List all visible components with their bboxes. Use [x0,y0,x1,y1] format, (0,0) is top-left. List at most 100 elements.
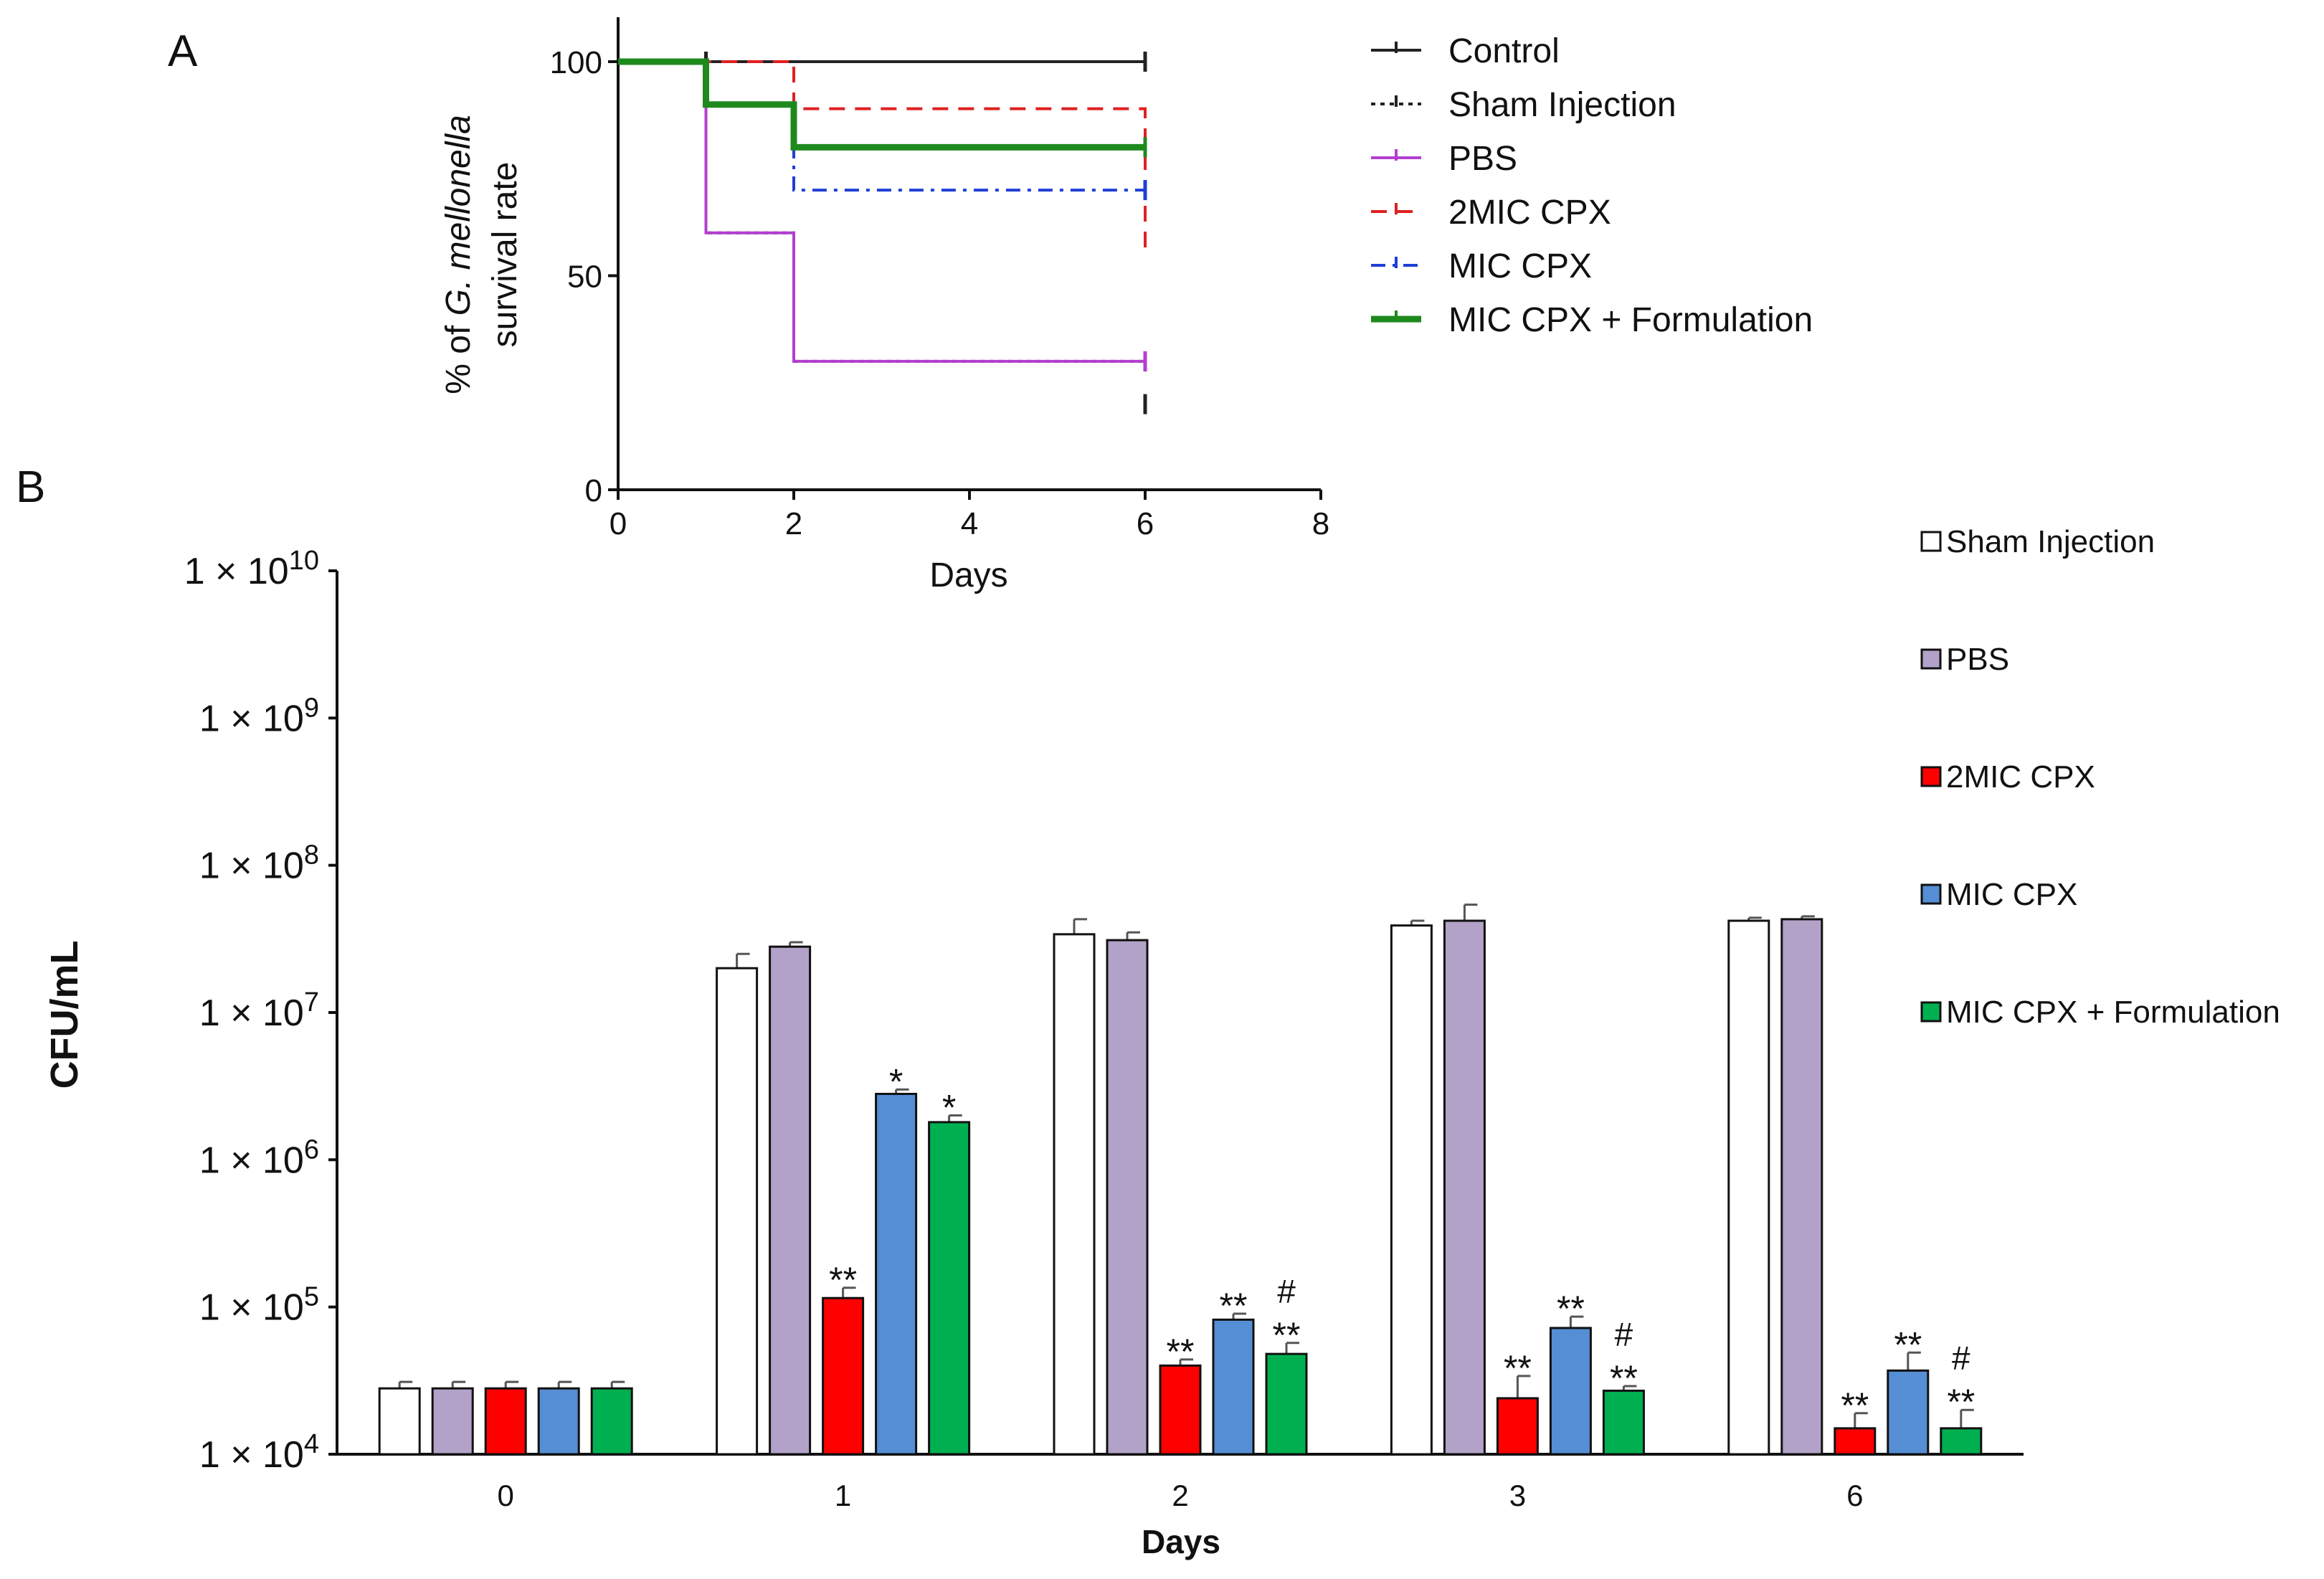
legend-label-pbs: PBS [1448,140,1517,178]
bar-mic-cpx-formulation-day-1 [928,1121,971,1456]
bar-mic-cpx-formulation-day-3 [1602,1389,1645,1456]
cfu-y-axis-label: CFU/mL [43,941,86,1089]
survival-line-mic-cpx [618,60,1145,192]
cfu-y-tick-label: 1 × 1010 [184,546,319,592]
legend-label-sham-injection: Sham Injection [1448,86,1676,124]
cfu-legend: Sham Injection PBS 2MIC CPX MIC CPX MIC CPX … [1920,524,2280,1030]
cfu-y-tick-label: 1 × 109 [199,693,319,739]
cfu-x-axis-label: Days [1142,1523,1220,1560]
legend-label-2mic-cpx: 2MIC CPX [1946,759,2095,795]
legend-label-mic-cpx: MIC CPX [1946,877,2077,912]
bar-mic-cpx-formulation-day-6 [1940,1427,1983,1456]
significance-mark: * [942,1088,956,1128]
survival-y-tick-label: 100 [550,45,602,80]
legend-swatch-2mic-cpx [1920,766,1942,787]
survival-x-tick-label: 8 [1312,506,1329,541]
survival-x-ticks: 0 2 4 6 8 [610,490,1329,541]
bar-pbs-day-2 [1106,939,1149,1456]
bar-2mic-cpx-day-6 [1834,1427,1877,1456]
significance-mark: # [1277,1273,1296,1310]
bar-2mic-cpx-day-2 [1159,1364,1202,1456]
cfu-x-tick-label: 0 [498,1479,514,1512]
cfu-bars: ******** #******#****** #** [378,904,1983,1456]
cfu-y-tick-exponent: 5 [304,1282,319,1312]
cfu-y-tick-label: 1 × 104 [199,1429,319,1476]
survival-y-tick-label: 0 [585,473,602,508]
survival-chart: A 0 50 100 0 2 4 6 8 Days % of G. mellonella s… [168,17,1813,594]
legend-label-mic-cpx-formulation: MIC CPX + Formulation [1448,301,1813,339]
bar-mic-cpx-day-1 [875,1093,918,1456]
bar-mic-cpx-day-0 [537,1387,580,1456]
survival-curves [618,52,1147,414]
legend-label-2mic-cpx: 2MIC CPX [1448,194,1611,232]
bar-mic-cpx-formulation-day-2 [1265,1352,1308,1456]
cfu-x-tick-label: 2 [1172,1479,1188,1512]
survival-y-tick-label: 50 [567,260,602,295]
bar-sham-injection-day-2 [1053,933,1096,1456]
survival-line-pbs [618,60,1145,363]
significance-mark: ** [1557,1289,1585,1329]
bar-2mic-cpx-day-3 [1496,1397,1539,1456]
survival-x-tick-label: 0 [610,506,627,541]
significance-mark: ** [1841,1385,1869,1426]
bar-pbs-day-3 [1443,919,1486,1456]
cfu-y-tick-label: 1 × 105 [199,1282,319,1329]
significance-mark: ** [1610,1358,1638,1398]
bar-mic-cpx-day-3 [1549,1327,1592,1456]
survival-x-axis-label: Days [929,556,1007,594]
survival-legend: Control Sham Injection PBS 2MIC CPX MIC CPX M… [1371,32,1813,339]
legend-swatch-pbs [1920,648,1942,670]
cfu-y-tick-exponent: 9 [304,693,319,723]
significance-mark: ** [1167,1332,1195,1372]
bar-2mic-cpx-day-1 [822,1296,865,1456]
y-label-species: G. mellonella [440,115,478,316]
cfu-x-tick-label: 1 [835,1479,851,1512]
significance-mark: ** [1894,1324,1922,1365]
bar-pbs-day-0 [431,1387,474,1456]
legend-swatch-sham-injection [1920,531,1942,552]
survival-y-ticks: 0 50 100 [550,45,618,508]
legend-label-sham-injection: Sham Injection [1946,524,2155,559]
panel-a-label: A [168,27,198,76]
legend-swatch-mic-cpx [1920,883,1942,905]
survival-x-tick-label: 2 [785,506,802,541]
legend-label-mic-cpx-formulation: MIC CPX + Formulation [1946,995,2280,1030]
cfu-y-ticks: 1 × 104 1 × 105 1 × 106 1 × 107 1 × 108 1 × 1… [184,546,337,1476]
significance-mark: ** [1947,1382,1975,1422]
bar-mic-cpx-formulation-day-0 [590,1387,633,1456]
cfu-axes [336,571,2024,1456]
significance-mark: ** [1220,1286,1248,1326]
bar-pbs-day-6 [1780,918,1823,1456]
significance-mark: * [889,1061,903,1101]
cfu-y-tick-label: 1 × 107 [199,987,319,1034]
bar-2mic-cpx-day-0 [484,1387,527,1456]
cfu-y-tick-exponent: 7 [304,987,319,1018]
cfu-x-tick-label: 3 [1509,1479,1526,1512]
significance-mark: ** [1504,1348,1532,1388]
significance-mark: # [1615,1316,1633,1353]
legend-label-pbs: PBS [1946,642,2009,677]
cfu-y-tick-exponent: 8 [304,840,319,871]
survival-y-axis-label: % of G. mellonella [440,115,478,394]
significance-mark: # [1952,1339,1970,1377]
bar-mic-cpx-day-2 [1212,1318,1255,1456]
legend-label-control: Control [1448,32,1560,70]
bar-sham-injection-day-1 [716,967,759,1456]
bar-pbs-day-1 [769,945,812,1456]
cfu-y-tick-label: 1 × 106 [199,1134,319,1181]
bar-sham-injection-day-3 [1390,924,1433,1456]
survival-line-2mic-cpx [618,60,1147,250]
survival-line-mic-cpx-formulation [618,58,1145,151]
cfu-x-ticks: 0 1 2 3 6 [498,1479,1864,1512]
cfu-y-tick-label: 1 × 108 [199,840,319,887]
y-label-prefix: % of [440,316,478,394]
cfu-y-tick-exponent: 6 [304,1134,319,1165]
bar-sham-injection-day-6 [1727,919,1770,1456]
bar-sham-injection-day-0 [378,1387,421,1456]
cfu-y-tick-exponent: 10 [289,546,319,576]
significance-mark: ** [829,1260,857,1300]
cfu-x-tick-label: 6 [1846,1479,1863,1512]
survival-line-sham-injection [618,60,1145,363]
